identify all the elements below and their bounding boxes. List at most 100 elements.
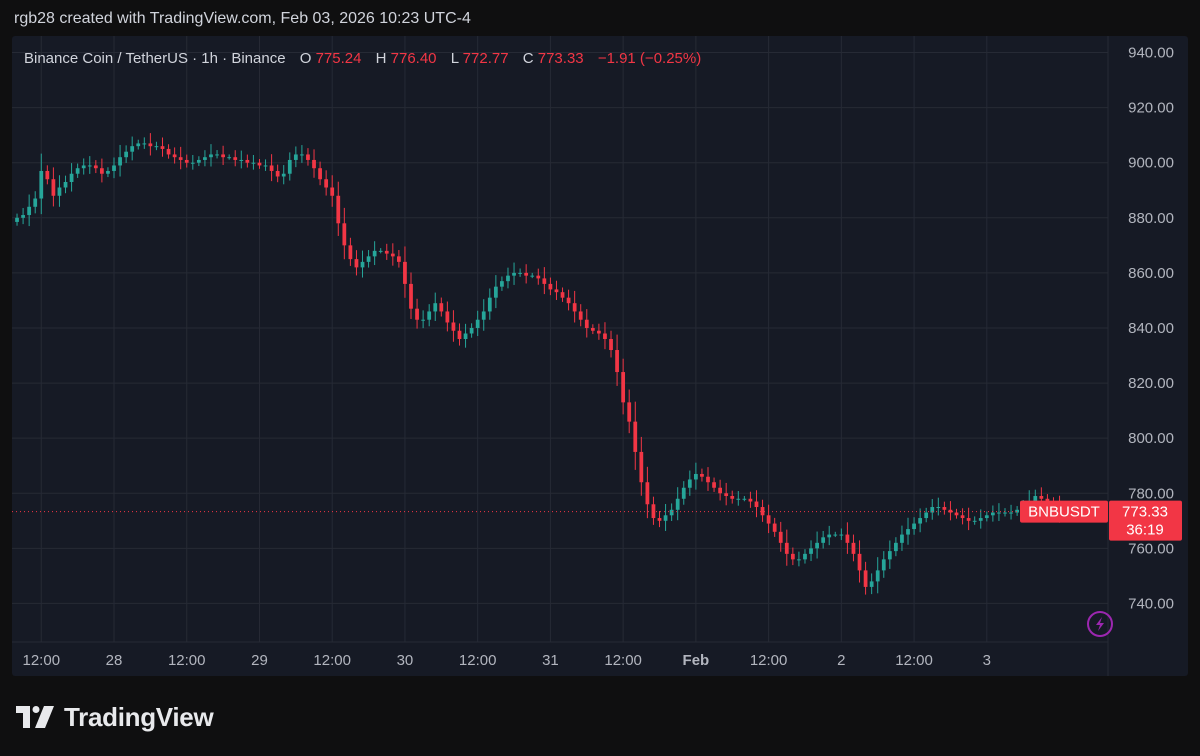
x-tick-label: 31 xyxy=(542,652,559,669)
candle-down xyxy=(760,507,765,516)
candle-up xyxy=(663,515,668,521)
y-tick-label: 900.00 xyxy=(1128,155,1174,172)
candle-up xyxy=(39,170,44,199)
candle-up xyxy=(803,553,807,560)
y-tick-label: 740.00 xyxy=(1128,595,1174,612)
candle-up xyxy=(293,154,298,160)
candle-up xyxy=(287,159,292,174)
x-tick-label: 12:00 xyxy=(168,652,206,669)
candle-up xyxy=(833,534,838,536)
last-price-tag: BNBUSDT 773.33 36:19 xyxy=(1020,500,1182,541)
candle-down xyxy=(397,256,401,262)
candle-up xyxy=(487,297,492,312)
candle-down xyxy=(403,261,407,284)
candle-up xyxy=(681,487,686,499)
legend-high-value: 776.40 xyxy=(391,50,437,67)
candle-up xyxy=(87,165,92,167)
x-tick-label: 3 xyxy=(983,652,991,669)
candle-up xyxy=(809,548,813,554)
candle-down xyxy=(269,165,274,171)
x-tick-label: 12:00 xyxy=(313,652,351,669)
time-axis[interactable]: 12:00 28 12:00 29 12:00 30 12:00 31 12:00 Feb 12:0… xyxy=(23,652,991,669)
y-tick-label: 880.00 xyxy=(1128,210,1174,227)
candle-down xyxy=(306,154,310,160)
candle-up xyxy=(33,198,38,207)
candle-up xyxy=(518,272,522,274)
x-tick-label: Feb xyxy=(683,652,710,669)
candle-down xyxy=(318,168,322,180)
candle-up xyxy=(481,311,486,320)
candle-down xyxy=(257,162,262,166)
x-tick-label: 12:00 xyxy=(895,652,933,669)
candle-down xyxy=(584,319,589,328)
candle-down xyxy=(221,154,225,158)
candle-down xyxy=(578,311,583,320)
candle-up xyxy=(57,187,62,196)
candle-up xyxy=(918,518,923,524)
candle-down xyxy=(790,553,795,560)
candle-up xyxy=(263,165,268,167)
candle-up xyxy=(154,146,159,148)
candle-up xyxy=(936,507,941,509)
candle-up xyxy=(112,165,116,171)
candle-down xyxy=(560,292,565,298)
candle-up xyxy=(924,512,929,519)
candle-up xyxy=(512,272,516,276)
candle-down xyxy=(645,482,650,505)
candle-down xyxy=(754,501,759,508)
candle-down xyxy=(724,493,729,497)
tradingview-brand[interactable]: TradingView xyxy=(16,700,214,734)
legend-close-value: 773.33 xyxy=(538,50,584,67)
candle-down xyxy=(548,283,553,290)
candle-down xyxy=(718,487,722,494)
candle-up xyxy=(142,143,147,145)
candle-down xyxy=(172,154,177,158)
price-chart[interactable]: 740.00 760.00 780.00 800.00 820.00 840.00 860.… xyxy=(0,0,1200,700)
candle-down xyxy=(657,518,662,521)
candle-down xyxy=(166,148,171,155)
chart-pane[interactable] xyxy=(12,36,1188,676)
candle-up xyxy=(130,146,135,152)
candle-down xyxy=(748,498,753,502)
candle-down xyxy=(851,542,856,554)
candle-down xyxy=(93,165,98,169)
candle-up xyxy=(251,162,256,164)
candle-down xyxy=(651,504,656,519)
candle-down xyxy=(590,327,595,331)
candle-down xyxy=(184,159,189,163)
candle-up xyxy=(900,534,904,543)
price-axis[interactable]: 740.00 760.00 780.00 800.00 820.00 840.00 860.… xyxy=(1128,45,1174,613)
candle-down xyxy=(524,272,529,276)
candle-up xyxy=(839,534,844,536)
candle-up xyxy=(227,157,232,159)
candle-down xyxy=(178,157,183,160)
candle-down xyxy=(621,372,626,403)
candle-up xyxy=(372,250,377,257)
candle-down xyxy=(597,330,601,334)
lightning-icon[interactable] xyxy=(1087,611,1113,637)
x-tick-label: 12:00 xyxy=(750,652,788,669)
candle-down xyxy=(639,451,644,483)
candle-up xyxy=(736,498,741,500)
candle-down xyxy=(312,159,316,169)
candle-down xyxy=(336,195,341,224)
candle-up xyxy=(136,143,141,147)
price-tag-box xyxy=(1109,500,1182,541)
attribution-text: rgb28 created with TradingView.com, Feb … xyxy=(14,10,471,27)
candle-up xyxy=(815,542,819,549)
candle-up xyxy=(203,157,207,160)
svg-text:Binance Coin / TetherUS · 1h ·: Binance Coin / TetherUS · 1h · Binance O… xyxy=(24,50,701,67)
candle-up xyxy=(21,215,25,218)
candle-up xyxy=(997,512,1001,514)
candle-up xyxy=(209,154,213,158)
candle-down xyxy=(603,333,607,339)
candle-up xyxy=(984,515,989,519)
y-tick-label: 780.00 xyxy=(1128,485,1174,502)
x-tick-label: 12:00 xyxy=(459,652,497,669)
candle-down xyxy=(960,515,965,519)
candle-up xyxy=(887,551,892,560)
candle-up xyxy=(366,256,371,262)
candle-up xyxy=(742,498,747,500)
candle-down xyxy=(633,421,638,452)
candle-up xyxy=(1003,512,1007,514)
